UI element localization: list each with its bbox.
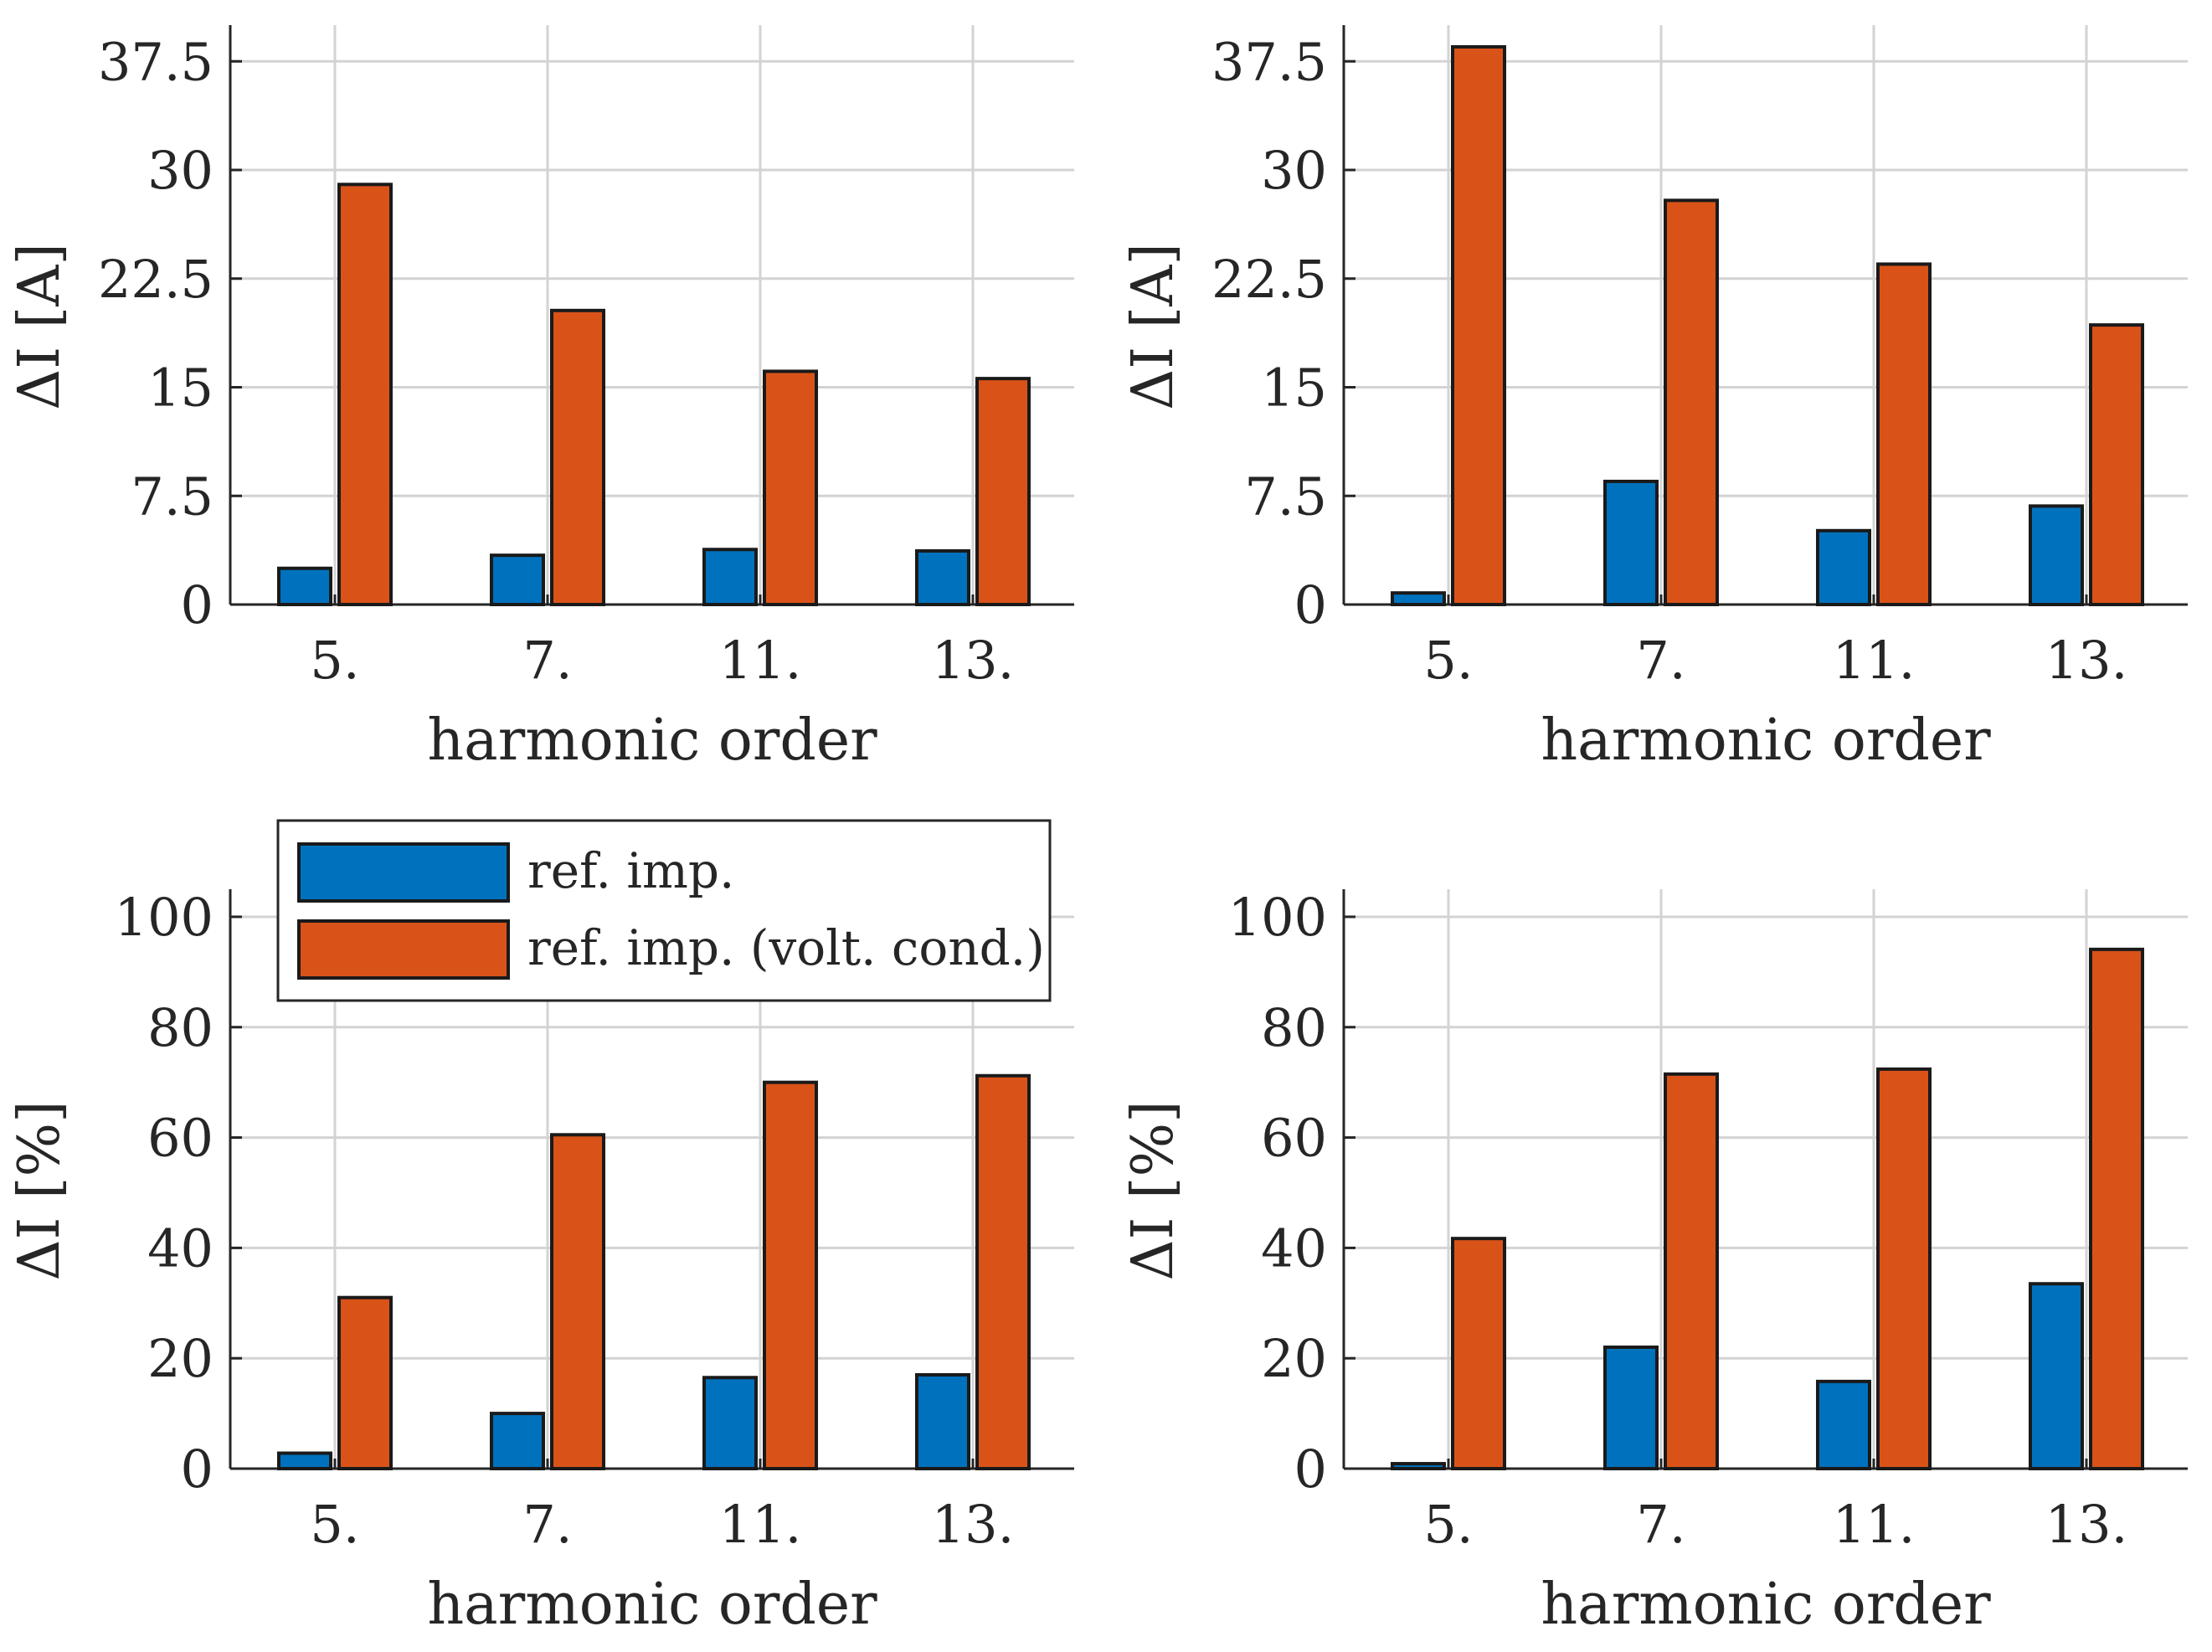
- y-tick-label: 100: [1228, 887, 1327, 948]
- chart-bottom-left: 0 20 40 60 80 100 5. 7. 11. 13. harmonic order ΔI […: [7, 819, 1074, 1638]
- x-tick-label: 11.: [719, 630, 802, 691]
- y-tick-label: 40: [1261, 1217, 1327, 1279]
- bar-volt-cond-7: [550, 308, 605, 606]
- legend-swatch-ref-imp: [297, 842, 510, 903]
- bar-volt-cond-13: [2089, 323, 2144, 606]
- bar-ref-imp-5: [1391, 591, 1446, 606]
- bar-ref-imp-13: [915, 548, 970, 606]
- bar-volt-cond-13: [975, 1073, 1031, 1470]
- y-tick-label: 30: [1261, 140, 1327, 201]
- x-tick-label: 13.: [932, 630, 1015, 691]
- y-tick-label: 15: [147, 358, 213, 419]
- y-tick-label: 80: [1261, 997, 1327, 1058]
- y-axis-label: ΔI [%]: [7, 1100, 73, 1280]
- bar-ref-imp-11: [1816, 1379, 1871, 1471]
- x-tick-label: 5.: [310, 630, 359, 691]
- x-tick-label: 5.: [1423, 630, 1473, 691]
- bar-ref-imp-11: [702, 548, 758, 607]
- x-tick-label: 13.: [2045, 630, 2128, 691]
- bar-volt-cond-11: [763, 1080, 818, 1470]
- y-tick-label: 20: [1261, 1328, 1327, 1389]
- x-axis-label: harmonic order: [427, 708, 877, 774]
- x-tick-label: 13.: [2045, 1494, 2128, 1555]
- y-tick-label: 0: [1294, 1438, 1327, 1500]
- y-tick-label: 15: [1261, 358, 1327, 419]
- y-tick-label: 0: [1294, 574, 1327, 636]
- x-tick-label: 5.: [310, 1494, 359, 1555]
- y-tick-label: 80: [147, 997, 213, 1058]
- y-tick-label: 100: [115, 887, 213, 948]
- chart-top-left: 0 7.5 15 22.5 30 37.5 5. 7. 11. 13. harmonic order…: [7, 25, 1074, 774]
- bar-volt-cond-7: [1664, 1072, 1719, 1471]
- legend-label-ref-imp: ref. imp.: [527, 842, 734, 899]
- y-tick-label: 60: [1261, 1108, 1327, 1169]
- y-tick-label: 60: [147, 1108, 213, 1169]
- bar-volt-cond-7: [1664, 198, 1719, 607]
- y-axis-label: ΔI [%]: [1120, 1100, 1186, 1280]
- y-tick-label: 7.5: [1244, 466, 1327, 527]
- y-tick-label: 7.5: [131, 466, 213, 527]
- y-axis-label: ΔI [A]: [7, 243, 73, 410]
- y-tick-label: 22.5: [1211, 249, 1327, 310]
- y-axis-label: ΔI [A]: [1120, 243, 1186, 410]
- x-tick-label: 5.: [1423, 1494, 1473, 1555]
- x-axis-label: harmonic order: [427, 1572, 877, 1638]
- bar-ref-imp-7: [1603, 479, 1659, 607]
- y-tick-label: 37.5: [1211, 31, 1327, 92]
- y-tick-label: 37.5: [98, 31, 213, 92]
- x-tick-label: 7.: [522, 1494, 572, 1555]
- bar-volt-cond-5: [1451, 44, 1506, 606]
- y-tick-label: 40: [147, 1217, 213, 1279]
- bar-ref-imp-5: [277, 1451, 332, 1470]
- bar-ref-imp-13: [915, 1372, 970, 1471]
- x-tick-label: 11.: [1833, 1494, 1916, 1555]
- bar-volt-cond-5: [337, 183, 393, 607]
- bar-ref-imp-5: [1391, 1462, 1446, 1471]
- x-axis-label: harmonic order: [1541, 708, 1991, 774]
- y-tick-label: 0: [181, 1438, 213, 1500]
- bar-volt-cond-11: [763, 369, 818, 606]
- x-tick-label: 7.: [1636, 630, 1685, 691]
- x-axis-label: harmonic order: [1541, 1572, 1991, 1638]
- x-tick-label: 11.: [719, 1494, 802, 1555]
- bar-ref-imp-7: [1603, 1346, 1659, 1470]
- bar-volt-cond-13: [2089, 947, 2144, 1470]
- bar-volt-cond-13: [975, 377, 1031, 606]
- bar-ref-imp-11: [1816, 528, 1871, 607]
- bar-volt-cond-7: [550, 1133, 605, 1471]
- chart-top-right: 0 7.5 15 22.5 30 37.5 5. 7. 11. 13. harmonic order…: [1120, 25, 2188, 774]
- bar-volt-cond-11: [1876, 262, 1932, 606]
- bar-volt-cond-5: [1451, 1237, 1506, 1470]
- legend: ref. imp. ref. imp. (volt. cond.): [276, 819, 1052, 1002]
- x-tick-label: 13.: [932, 1494, 1015, 1555]
- bar-volt-cond-11: [1876, 1067, 1932, 1470]
- legend-swatch-volt-cond: [297, 919, 510, 980]
- y-tick-label: 22.5: [98, 249, 213, 310]
- bar-ref-imp-7: [490, 1412, 545, 1470]
- chart-bottom-right: 0 20 40 60 80 100 5. 7. 11. 13. harmonic order ΔI […: [1120, 887, 2188, 1638]
- bar-ref-imp-5: [277, 566, 332, 606]
- y-tick-label: 0: [181, 574, 213, 636]
- bar-ref-imp-11: [702, 1376, 758, 1471]
- bar-ref-imp-7: [490, 553, 545, 606]
- legend-label-volt-cond: ref. imp. (volt. cond.): [527, 919, 1045, 976]
- x-tick-label: 11.: [1833, 630, 1916, 691]
- y-tick-label: 20: [147, 1328, 213, 1389]
- x-tick-label: 7.: [1636, 1494, 1685, 1555]
- y-tick-label: 30: [147, 140, 213, 201]
- bar-volt-cond-5: [337, 1295, 393, 1470]
- bar-ref-imp-13: [2029, 504, 2084, 606]
- x-tick-label: 7.: [522, 630, 572, 691]
- bar-ref-imp-13: [2029, 1282, 2084, 1470]
